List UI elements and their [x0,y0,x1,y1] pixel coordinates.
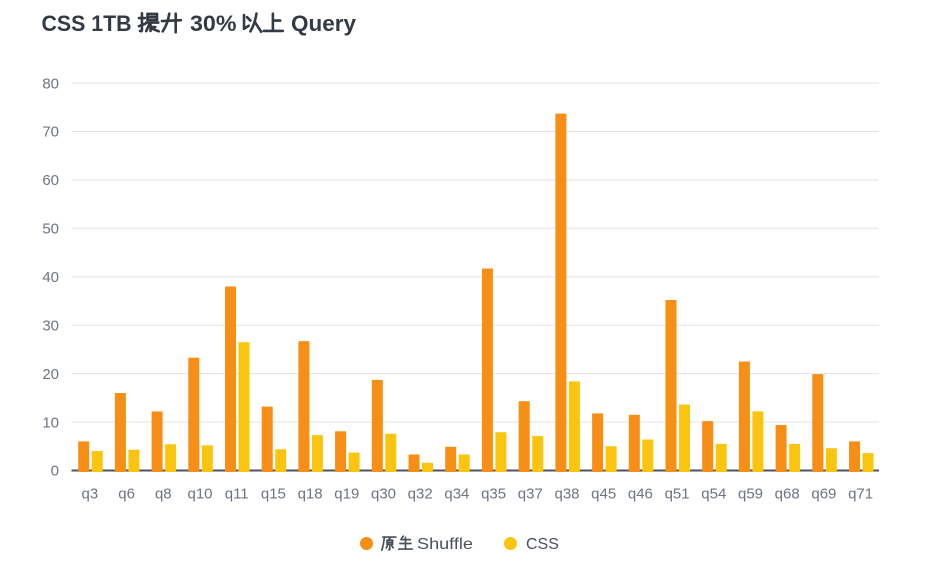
svg-text:q19: q19 [334,486,359,503]
svg-text:q35: q35 [481,486,506,503]
svg-text:q3: q3 [82,486,99,503]
svg-text:q10: q10 [187,486,212,503]
svg-text:q18: q18 [298,486,323,503]
svg-text:q6: q6 [118,486,135,503]
svg-text:60: 60 [42,172,59,189]
svg-text:q45: q45 [591,486,616,503]
svg-text:70: 70 [42,124,59,141]
svg-text:40: 40 [42,269,59,286]
svg-text:q59: q59 [738,486,763,503]
svg-text:q37: q37 [518,486,543,503]
svg-text:q32: q32 [408,486,433,503]
svg-text:q34: q34 [444,486,469,503]
svg-text:30: 30 [42,317,59,334]
svg-text:10: 10 [42,414,59,431]
svg-text:q38: q38 [554,486,579,503]
svg-text:80: 80 [42,75,59,92]
svg-text:0: 0 [51,463,59,480]
svg-text:q71: q71 [848,486,873,503]
svg-text:q8: q8 [155,486,172,503]
svg-text:q30: q30 [371,486,396,503]
svg-text:Shuffle: Shuffle [417,536,473,553]
svg-text:Query: Query [291,11,357,36]
svg-text:CSS: CSS [526,536,559,553]
svg-text:30%: 30% [190,11,237,36]
svg-text:20: 20 [42,366,59,383]
svg-text:q68: q68 [775,486,800,503]
svg-text:q15: q15 [261,486,286,503]
svg-text:CSS 1TB: CSS 1TB [42,11,132,36]
svg-text:q46: q46 [628,486,653,503]
svg-text:q69: q69 [811,486,836,503]
svg-text:q54: q54 [701,486,726,503]
svg-text:q11: q11 [225,486,249,503]
svg-text:50: 50 [42,221,59,238]
svg-text:q51: q51 [665,486,690,503]
